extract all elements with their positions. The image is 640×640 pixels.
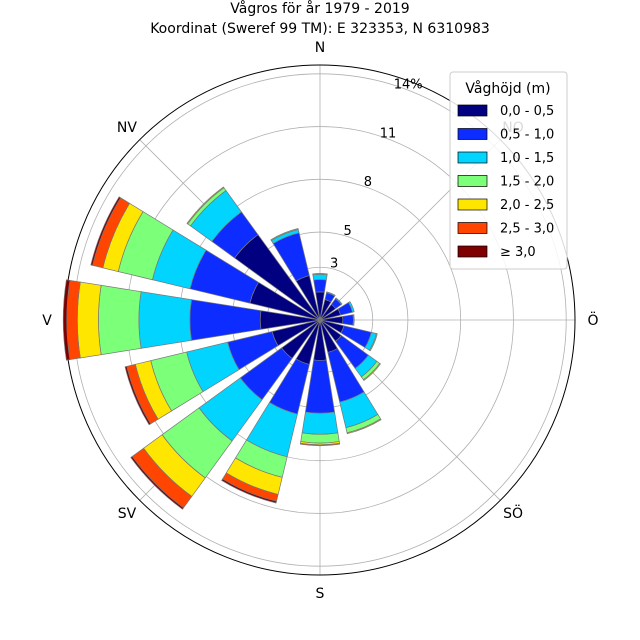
- bar-segment: [299, 442, 341, 447]
- legend-label: 0,0 - 0,5: [500, 104, 554, 119]
- legend-items: 0,0 - 0,5 0,5 - 1,0 1,0 - 1,5 1,5 - 2,0 2,0 …: [457, 104, 554, 260]
- direction-label: NV: [117, 120, 137, 136]
- bar-segment: [76, 281, 102, 359]
- bar-segment: [124, 365, 152, 426]
- legend-swatch: [457, 104, 488, 117]
- sector-bars: [62, 186, 382, 510]
- radial-tick-label: 5: [344, 224, 352, 239]
- radial-tick-label: 3: [330, 256, 338, 271]
- bar-segment: [301, 411, 339, 435]
- direction-label: Ö: [587, 311, 598, 329]
- legend-title: Våghöjd (m): [465, 80, 550, 97]
- legend-label: 0,5 - 1,0: [500, 128, 554, 143]
- bar-segment: [138, 291, 192, 349]
- radial-tick-label: 11: [380, 126, 397, 141]
- legend-swatch: [457, 222, 488, 234]
- direction-label: SÖ: [503, 504, 523, 522]
- chart-title: Vågros för år 1979 - 2019: [230, 0, 409, 17]
- bar-segment: [352, 314, 355, 326]
- bar-segment: [186, 186, 225, 225]
- bar-segment: [348, 301, 355, 313]
- legend-swatch: [457, 198, 488, 211]
- bar-segment: [312, 273, 328, 276]
- legend-label: 2,0 - 2,5: [500, 198, 554, 213]
- bar-segment: [313, 279, 327, 293]
- legend-swatch: [457, 128, 488, 140]
- direction-label: N: [315, 40, 325, 56]
- bar-segment: [305, 359, 335, 414]
- radial-tick-label: 14%: [394, 78, 423, 93]
- direction-label: V: [42, 313, 52, 329]
- legend-label: ≥ 3,0: [500, 245, 536, 260]
- bar-segment: [362, 362, 381, 381]
- legend-swatch: [457, 245, 488, 258]
- legend-frame: [449, 71, 568, 270]
- bar-segment: [335, 297, 343, 305]
- bar-segment: [326, 291, 336, 297]
- legend-label: 1,5 - 2,0: [500, 175, 554, 190]
- radial-tick-label: 8: [364, 175, 372, 190]
- chart-subtitle: Koordinat (Sweref 99 TM): E 323353, N 63…: [150, 21, 490, 37]
- legend-label: 1,0 - 1,5: [500, 151, 554, 166]
- bar-segment: [62, 279, 71, 361]
- bar-segment: [312, 273, 328, 281]
- bar-segment: [300, 432, 340, 444]
- direction-label: SV: [118, 506, 137, 522]
- legend: Våghöjd (m) 0,0 - 0,5 0,5 - 1,0 1,0 - 1,5 1…: [449, 71, 568, 270]
- bar-segment: [130, 455, 185, 510]
- legend-swatch: [457, 151, 488, 164]
- legend-swatch: [457, 175, 488, 187]
- radial-tick-labels: 3 5 8 11 14%: [330, 78, 423, 272]
- bar-segment: [189, 299, 262, 341]
- bar-segment: [342, 314, 354, 326]
- bar-segment: [221, 478, 277, 504]
- bar-segment: [369, 333, 378, 352]
- direction-label: S: [316, 586, 325, 602]
- bar-segment: [90, 196, 122, 266]
- bar-segment: [98, 284, 142, 356]
- legend-label: 2,5 - 3,0: [500, 222, 554, 237]
- bar-segment: [346, 418, 382, 435]
- bar-segment: [270, 228, 299, 242]
